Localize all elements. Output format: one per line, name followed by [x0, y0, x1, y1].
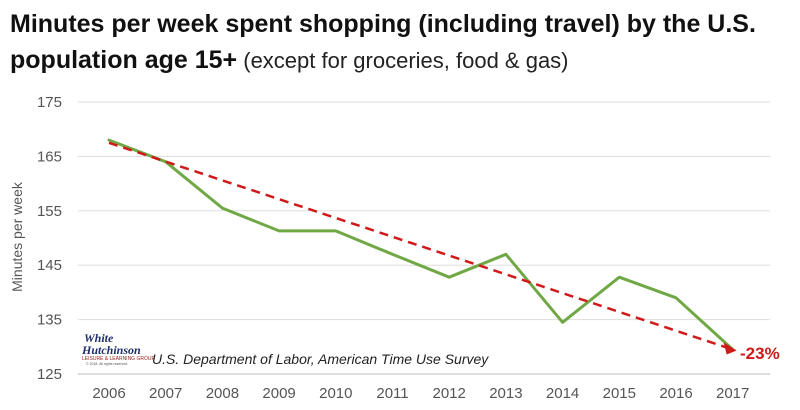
logo-line4: © 2018. All rights reserved.	[86, 362, 128, 366]
x-tick-label: 2013	[489, 385, 522, 402]
title-line2-rest: (except for groceries, food & gas)	[237, 48, 569, 73]
x-tick-label: 2006	[92, 385, 125, 402]
logo-line1: White	[84, 331, 114, 345]
y-tick-label: 125	[37, 366, 62, 383]
y-tick-label: 165	[37, 148, 62, 165]
x-tick-label: 2016	[659, 385, 692, 402]
x-tick-label: 2010	[319, 385, 352, 402]
trend-annotation: -23%	[740, 344, 780, 363]
x-tick-label: 2009	[262, 385, 295, 402]
y-tick-label: 145	[37, 257, 62, 274]
y-tick-label: 135	[37, 312, 62, 329]
y-tick-label: 155	[37, 203, 62, 220]
x-tick-label: 2012	[433, 385, 466, 402]
title-line2-bold: population age 15+	[10, 46, 238, 74]
logo: White Hutchinson LEISURE & LEARNING GROU…	[81, 331, 155, 366]
logo-line3: LEISURE & LEARNING GROUP	[82, 356, 155, 362]
y-tick-labels: 125 135 145 155 165 175	[37, 94, 62, 383]
x-tick-label: 2015	[603, 385, 636, 402]
title-line1: Minutes per week spent shopping (includi…	[10, 10, 756, 38]
series-polyline	[107, 138, 735, 351]
x-tick-label: 2008	[206, 385, 239, 402]
trend-arrowhead	[723, 342, 737, 355]
x-tick-label: 2017	[716, 385, 749, 402]
source-note: U.S. Department of Labor, American Time …	[152, 351, 489, 367]
chart-title: Minutes per week spent shopping (includi…	[10, 6, 790, 79]
x-tick-label: 2007	[149, 385, 182, 402]
y-axis-label: Minutes per week	[9, 181, 25, 292]
logo-line2: Hutchinson	[81, 343, 141, 357]
series-line	[107, 138, 735, 351]
x-tick-label: 2011	[376, 385, 408, 402]
x-tick-labels: 2006 2007 2008 2009 2010 2011 2012 2013 2014 2015…	[92, 385, 749, 402]
gridlines	[78, 101, 770, 375]
trend-dashed-line	[108, 141, 728, 349]
y-tick-label: 175	[37, 94, 62, 111]
x-tick-label: 2014	[546, 385, 579, 402]
trend-line	[108, 141, 737, 355]
